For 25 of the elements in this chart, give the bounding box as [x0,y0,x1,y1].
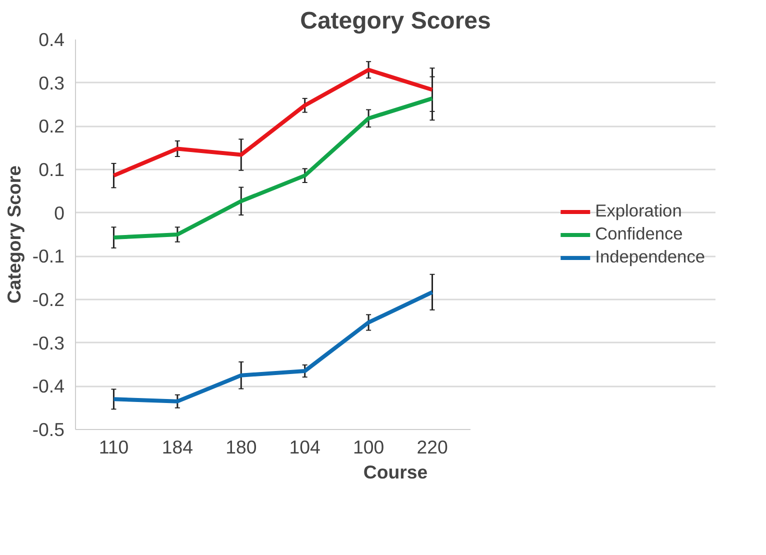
y-tick-label: 0 [54,202,65,224]
y-tick-label: -0.4 [32,376,65,397]
y-tick-label: -0.2 [32,289,65,310]
x-axis-title: Course [363,462,428,482]
y-tick-label: -0.3 [32,332,65,354]
chart-title: Category Scores [300,8,491,34]
x-tick-label: 110 [98,436,129,458]
legend-label: Independence [595,246,705,268]
legend-label: Confidence [595,224,683,244]
x-tick-label: 104 [289,436,320,458]
y-tick-label: 0.3 [38,72,65,94]
y-tick-label: 0.2 [38,116,65,137]
y-tick-label: -0.5 [32,419,65,440]
y-tick-label: -0.1 [32,246,65,267]
line-series [112,96,434,240]
x-tick-label: 180 [226,436,257,458]
x-tick-label: 220 [416,436,448,458]
line-series [112,290,434,404]
y-tick-label: 0.4 [38,29,65,50]
x-tick-label: 184 [162,436,194,458]
x-tick-label: 100 [352,436,384,458]
legend-label: Exploration [595,200,682,222]
line-series [112,68,434,178]
y-axis-title: Category Score [3,166,24,304]
y-tick-label: 0.1 [38,159,65,180]
